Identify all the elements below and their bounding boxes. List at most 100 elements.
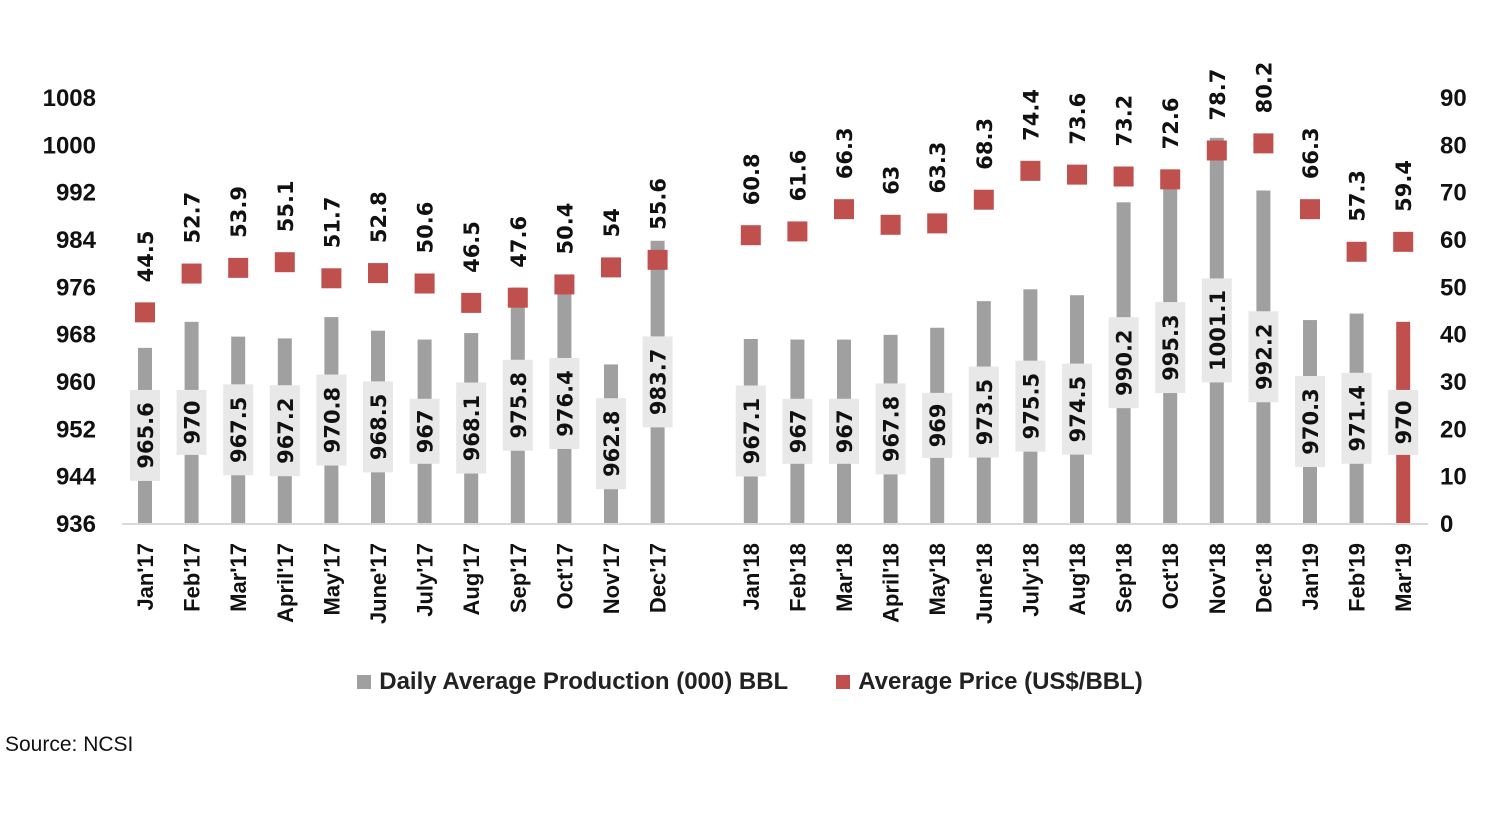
price-marker (1020, 160, 1041, 181)
x-tick-label: Feb'18 (785, 543, 810, 612)
production-data-label: 973.5 (973, 379, 997, 445)
x-tick-label: June'17 (366, 543, 391, 624)
x-tick-label: Sep'18 (1112, 543, 1137, 613)
y-left-tick-label: 992 (56, 180, 96, 207)
production-label-box (782, 398, 813, 464)
y-right-tick-label: 40 (1440, 322, 1467, 349)
production-data-label: 975.5 (1019, 373, 1043, 439)
y-left-tick-label: 936 (56, 511, 96, 538)
x-tick-label: Jan'19 (1298, 543, 1323, 611)
production-label-box (223, 384, 254, 476)
production-data-label: 967 (786, 409, 810, 453)
price-marker (1160, 169, 1181, 190)
price-marker (554, 274, 575, 295)
legend-label-price: Average Price (US$/BBL) (858, 668, 1143, 695)
production-label-box (1108, 317, 1139, 409)
production-data-label: 962.8 (600, 410, 624, 476)
production-data-label: 992.2 (1252, 324, 1276, 390)
price-data-label: 74.4 (1019, 89, 1043, 141)
price-marker (461, 292, 482, 313)
x-tick-label: May'17 (319, 543, 344, 616)
production-data-label: 968.1 (460, 395, 484, 461)
price-marker (1253, 133, 1274, 154)
production-label-box (1015, 360, 1046, 452)
price-data-label: 66.3 (1299, 127, 1323, 179)
y-left-tick-label: 952 (56, 416, 96, 443)
x-tick-label: Mar'19 (1391, 543, 1416, 612)
price-data-label: 63.3 (926, 142, 950, 194)
production-data-label: 967.5 (227, 397, 251, 463)
production-data-label: 983.7 (647, 349, 671, 415)
x-tick-label: July'18 (1018, 543, 1043, 617)
production-data-label: 967.2 (274, 397, 298, 463)
price-marker (135, 302, 155, 323)
production-label-box (502, 359, 533, 451)
x-tick-label: Oct'18 (1158, 543, 1183, 609)
price-marker (368, 263, 388, 284)
price-data-label: 50.6 (414, 202, 438, 254)
price-marker (927, 213, 948, 234)
legend-swatch-production (357, 675, 372, 689)
y-left-tick-label: 944 (56, 464, 97, 491)
production-data-label: 965.6 (134, 402, 158, 468)
production-label-box (1388, 389, 1419, 455)
x-tick-label: Mar'17 (226, 543, 251, 612)
price-marker (1113, 166, 1134, 187)
price-marker (973, 189, 994, 210)
y-left-tick-label: 960 (56, 369, 96, 396)
production-data-label: 976.4 (553, 370, 577, 436)
price-data-label: 47.6 (507, 216, 531, 268)
y-left-tick-label: 1000 (43, 132, 96, 159)
production-label-box (1248, 311, 1279, 403)
x-tick-label: April'18 (879, 543, 904, 623)
source-note: Source: NCSI (5, 733, 134, 756)
x-tick-label: Nov'17 (599, 543, 624, 614)
x-tick-label: Feb'17 (180, 543, 205, 612)
production-data-label: 1001.1 (1206, 290, 1230, 371)
production-label-box (1155, 302, 1186, 394)
production-data-label: 968.5 (367, 394, 391, 460)
x-tick-label: July'17 (413, 543, 438, 617)
production-data-label: 974.5 (1066, 376, 1090, 442)
x-tick-label: April'17 (273, 543, 298, 623)
x-tick-label: Mar'18 (832, 543, 857, 612)
production-data-label: 967.8 (880, 396, 904, 462)
price-marker (1067, 164, 1087, 185)
price-data-label: 78.7 (1206, 69, 1230, 121)
y-right-tick-label: 20 (1440, 416, 1467, 443)
price-data-label: 51.7 (320, 196, 344, 248)
price-marker (834, 199, 854, 220)
production-label-box (130, 389, 160, 481)
price-data-label: 63 (880, 166, 904, 195)
price-data-label: 52.8 (367, 191, 391, 243)
price-data-label: 60.8 (740, 153, 764, 205)
production-data-label: 975.8 (507, 372, 531, 438)
production-label-box (1341, 372, 1372, 464)
price-data-label: 54 (600, 208, 624, 237)
price-data-label: 55.6 (647, 178, 671, 230)
y-right-tick-label: 50 (1440, 274, 1467, 301)
production-label-box (968, 366, 999, 458)
legend-item-price: Average Price (US$/BBL) (836, 668, 1143, 696)
price-data-label: 66.3 (833, 127, 857, 179)
production-data-label: 967 (414, 409, 438, 453)
price-data-label: 52.7 (181, 192, 205, 244)
production-label-box (456, 382, 487, 474)
x-tick-label: Aug'18 (1065, 543, 1090, 615)
x-tick-label: Nov'18 (1205, 543, 1230, 614)
production-label-box (549, 357, 580, 449)
price-marker (274, 252, 295, 273)
legend-swatch-price (836, 675, 851, 689)
price-marker (1393, 231, 1414, 252)
price-marker (1206, 140, 1227, 161)
y-left-tick-label: 1008 (43, 85, 96, 112)
production-label-box (735, 385, 766, 477)
price-marker (647, 249, 668, 270)
production-data-label: 969 (926, 403, 950, 447)
price-marker (740, 225, 761, 246)
production-label-box (409, 398, 440, 464)
price-marker (1346, 241, 1367, 262)
price-data-label: 73.6 (1066, 93, 1090, 145)
price-data-label: 55.1 (274, 180, 298, 232)
production-data-label: 970.8 (320, 387, 344, 453)
